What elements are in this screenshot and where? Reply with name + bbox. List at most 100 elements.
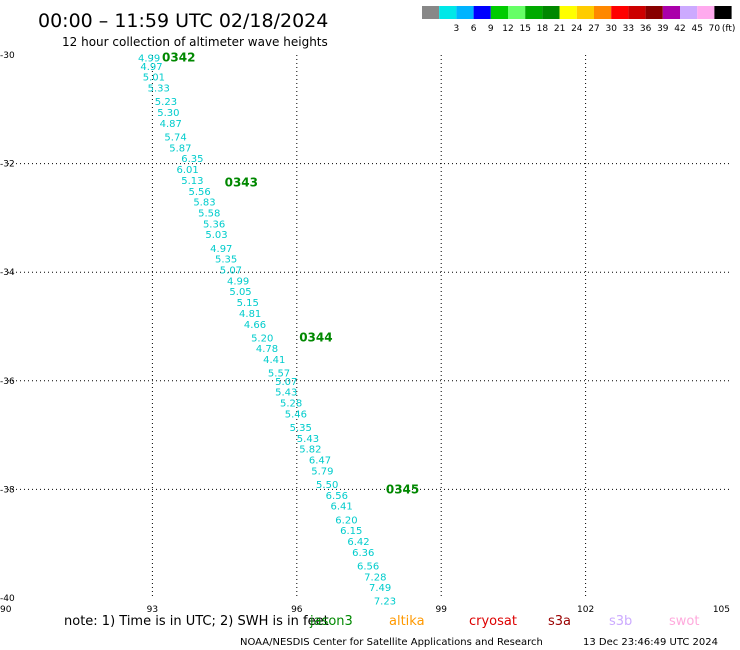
legend-swatch	[525, 6, 543, 19]
satellite-name-s3b: s3b	[609, 614, 632, 629]
legend-swatch	[422, 6, 440, 19]
legend-label: 36	[640, 24, 652, 34]
wave-height-value: 6.56	[357, 561, 379, 572]
legend-swatch	[680, 6, 698, 19]
legend-swatch	[662, 6, 680, 19]
chart-subtitle: 12 hour collection of altimeter wave hei…	[62, 35, 328, 49]
wave-height-value: 5.13	[181, 176, 203, 187]
wave-height-value: 5.56	[189, 187, 211, 198]
wave-height-value: 5.28	[280, 399, 302, 410]
y-tick-label: -30	[0, 51, 15, 61]
wave-height-value: 5.87	[169, 143, 191, 154]
legend-swatch	[697, 6, 715, 19]
wave-height-value: 4.97	[210, 244, 232, 255]
footer-timestamp: 13 Dec 23:46:49 UTC 2024	[583, 637, 718, 648]
wave-height-value: 5.43	[275, 388, 297, 399]
y-tick-label: -40	[0, 594, 15, 604]
wave-height-value: 5.30	[157, 108, 179, 119]
wave-height-value: 6.35	[181, 154, 203, 165]
wave-height-value: 7.28	[364, 572, 386, 583]
wave-height-value: 5.82	[299, 445, 321, 456]
satellite-name-s3a: s3a	[548, 614, 571, 629]
footer-credit: NOAA/NESDIS Center for Satellite Applica…	[240, 637, 543, 648]
wave-height-value: 4.99	[227, 276, 249, 287]
satellite-name-swot: swot	[669, 614, 699, 629]
legend-label: 3	[454, 24, 460, 34]
wave-height-value: 4.66	[244, 320, 266, 331]
legend-swatch	[508, 6, 526, 19]
x-tick-label: 90	[0, 605, 12, 615]
legend-swatch	[559, 6, 577, 19]
legend-swatch	[645, 6, 663, 19]
satellite-name-jason3: jason3	[309, 614, 353, 629]
pass-time-label: 0344	[299, 330, 332, 344]
wave-height-value: 4.97	[140, 62, 162, 73]
satellite-name-cryosat: cryosat	[469, 614, 517, 629]
pass-time-label: 0343	[225, 176, 258, 190]
legend-label: 18	[537, 24, 549, 34]
pass-time-label: 0345	[386, 482, 419, 496]
x-tick-label: 93	[147, 605, 158, 615]
wave-height-value: 5.03	[205, 230, 227, 241]
x-tick-label: 102	[577, 605, 594, 615]
chart-title: 00:00 – 11:59 UTC 02/18/2024	[38, 10, 328, 32]
legend-label: 12	[502, 24, 513, 34]
legend-swatch	[576, 6, 594, 19]
wave-height-value: 5.74	[164, 132, 186, 143]
wave-height-value: 5.33	[148, 84, 170, 95]
legend-label: 45	[691, 24, 702, 34]
x-tick-label: 105	[713, 605, 730, 615]
y-tick-label: -32	[0, 160, 15, 170]
legend-label: 15	[519, 24, 530, 34]
legend-label: 33	[623, 24, 634, 34]
x-tick-label: 99	[435, 605, 447, 615]
legend-label: 21	[554, 24, 565, 34]
wave-height-value: 4.78	[256, 344, 278, 355]
wave-height-value: 5.05	[229, 287, 251, 298]
wave-height-value: 7.49	[369, 583, 391, 594]
legend-swatch	[542, 6, 560, 19]
legend-swatch	[473, 6, 491, 19]
wave-height-value: 5.07	[220, 265, 242, 276]
y-tick-label: -38	[0, 485, 15, 495]
wave-height-value: 6.56	[326, 491, 348, 502]
wave-height-value: 6.15	[340, 526, 362, 537]
plot-area: 90 93 96 99 102 105-30-32-34-36-38-404.994.97…	[0, 51, 730, 615]
wave-height-value: 6.36	[352, 548, 374, 559]
wave-height-value: 6.20	[335, 515, 357, 526]
wave-height-value: 5.46	[285, 409, 307, 420]
legend-label: 42	[674, 24, 685, 34]
wave-height-value: 4.41	[263, 355, 285, 366]
wave-height-value: 5.50	[316, 480, 338, 491]
x-tick-label: 96	[291, 605, 303, 615]
legend-swatch	[490, 6, 508, 19]
wave-height-value: 6.01	[176, 165, 198, 176]
wave-height-value: 5.01	[143, 73, 165, 84]
wave-height-value: 4.99	[138, 54, 160, 65]
legend-unit: (ft)	[722, 24, 736, 34]
wave-height-value: 5.83	[193, 198, 215, 209]
legend-label: 70	[709, 24, 721, 34]
pass-time-label: 0342	[162, 51, 195, 65]
wave-height-value: 6.41	[330, 502, 352, 513]
wave-height-value: 5.07	[275, 377, 297, 388]
footer-note: note: 1) Time is in UTC; 2) SWH is in fe…	[64, 614, 329, 629]
legend-swatch	[714, 6, 732, 19]
wave-height-value: 5.58	[198, 208, 220, 219]
satellite-legend: jason3 altika cryosat s3a s3b swot	[309, 614, 699, 629]
satellite-name-altika: altika	[389, 614, 425, 629]
legend-swatch	[439, 6, 457, 19]
wave-height-value: 6.47	[309, 456, 331, 467]
legend-label: 27	[588, 24, 599, 34]
legend-label: 9	[488, 24, 494, 34]
wave-height-value: 5.35	[215, 255, 237, 266]
legend-label: 30	[605, 24, 617, 34]
y-tick-label: -34	[0, 268, 15, 278]
legend-swatch	[628, 6, 646, 19]
legend-label: 6	[471, 24, 477, 34]
y-tick-label: -36	[0, 377, 15, 387]
wave-height-value: 4.87	[160, 119, 182, 130]
wave-height-value: 7.23	[374, 597, 396, 608]
wave-height-value: 5.23	[155, 97, 177, 108]
